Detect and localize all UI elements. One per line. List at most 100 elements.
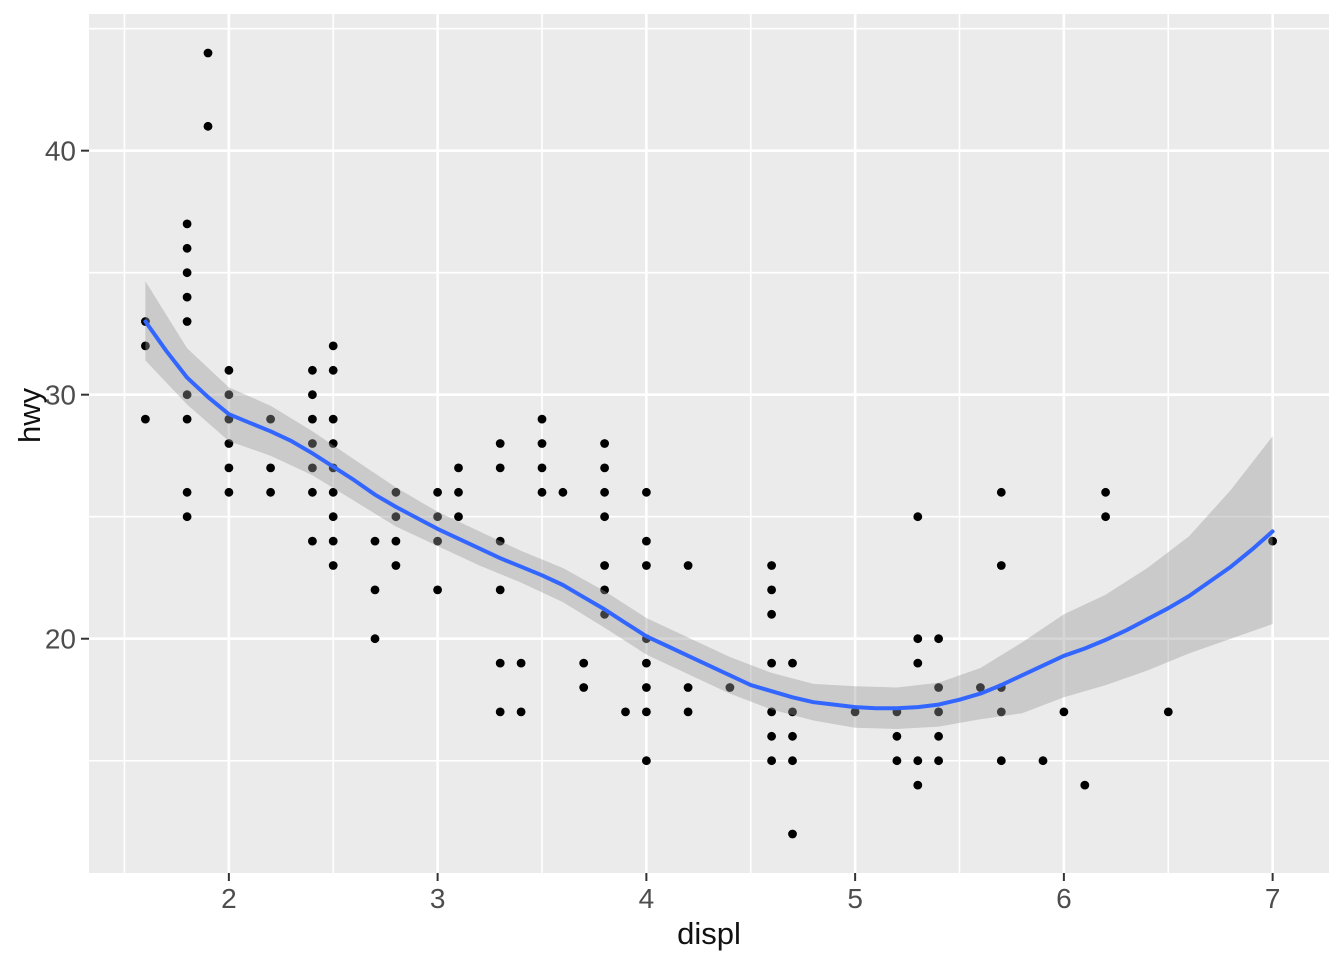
data-point bbox=[391, 487, 401, 497]
data-point bbox=[600, 512, 609, 522]
data-point bbox=[308, 414, 317, 424]
data-point bbox=[1101, 512, 1110, 522]
data-point bbox=[141, 341, 150, 351]
data-point bbox=[621, 707, 630, 717]
x-tick-label: 6 bbox=[1056, 883, 1072, 914]
y-tick-label: 20 bbox=[45, 624, 76, 655]
data-point bbox=[642, 756, 651, 766]
data-point bbox=[266, 463, 275, 473]
data-point bbox=[495, 585, 505, 595]
data-point bbox=[913, 780, 923, 790]
data-point bbox=[934, 707, 943, 717]
data-point bbox=[328, 365, 338, 375]
data-point bbox=[308, 463, 317, 473]
data-point bbox=[516, 658, 526, 668]
data-point bbox=[996, 561, 1006, 570]
data-point bbox=[182, 487, 192, 497]
data-point bbox=[224, 487, 234, 497]
data-point bbox=[182, 512, 192, 522]
data-point bbox=[308, 390, 317, 400]
data-point bbox=[892, 731, 902, 741]
data-point bbox=[600, 561, 609, 570]
data-point bbox=[308, 365, 317, 375]
data-point bbox=[788, 756, 797, 766]
x-tick-label: 5 bbox=[847, 883, 863, 914]
y-tick-label: 30 bbox=[45, 380, 76, 411]
data-point bbox=[328, 536, 338, 546]
data-point bbox=[308, 536, 317, 546]
data-point bbox=[996, 487, 1006, 497]
data-point bbox=[454, 463, 463, 473]
data-point bbox=[391, 561, 401, 570]
data-point bbox=[182, 414, 192, 424]
data-point bbox=[976, 683, 985, 692]
data-point bbox=[683, 561, 693, 570]
smooth-line bbox=[143, 319, 1275, 711]
x-tick-label: 2 bbox=[221, 883, 237, 914]
data-point bbox=[642, 561, 651, 570]
data-point bbox=[996, 756, 1006, 766]
data-point bbox=[182, 219, 192, 229]
data-point bbox=[913, 634, 923, 644]
data-point bbox=[1059, 707, 1069, 717]
data-point bbox=[788, 829, 797, 839]
data-point bbox=[600, 463, 609, 473]
data-point bbox=[767, 707, 776, 717]
data-point bbox=[433, 512, 442, 522]
data-point bbox=[642, 487, 651, 497]
data-point bbox=[537, 414, 547, 424]
y-tick-label: 40 bbox=[45, 136, 76, 167]
data-point bbox=[579, 658, 589, 668]
data-point bbox=[182, 268, 192, 278]
data-point bbox=[495, 439, 505, 448]
data-point bbox=[767, 658, 776, 668]
data-point bbox=[433, 487, 442, 497]
data-point bbox=[579, 683, 589, 692]
data-point bbox=[913, 512, 923, 522]
x-tick-label: 7 bbox=[1265, 883, 1281, 914]
data-point bbox=[788, 731, 797, 741]
data-point bbox=[913, 756, 923, 766]
data-point bbox=[1163, 707, 1173, 717]
data-point bbox=[558, 487, 568, 497]
data-point bbox=[767, 585, 776, 595]
data-point bbox=[224, 439, 234, 448]
data-point bbox=[642, 707, 651, 717]
data-point bbox=[495, 463, 505, 473]
data-point bbox=[996, 707, 1006, 717]
data-point bbox=[370, 536, 380, 546]
data-point bbox=[600, 585, 609, 595]
data-point bbox=[328, 414, 338, 424]
data-point bbox=[224, 463, 234, 473]
data-point bbox=[141, 414, 150, 424]
data-point bbox=[454, 512, 463, 522]
data-point bbox=[328, 341, 338, 351]
data-point bbox=[1268, 536, 1277, 546]
data-point bbox=[328, 439, 338, 448]
data-point bbox=[433, 536, 442, 546]
data-point bbox=[683, 707, 693, 717]
data-point bbox=[328, 512, 338, 522]
data-point bbox=[308, 439, 317, 448]
data-point bbox=[788, 707, 797, 717]
data-point bbox=[266, 414, 275, 424]
data-point bbox=[642, 683, 651, 692]
data-point bbox=[391, 536, 401, 546]
data-point bbox=[266, 487, 275, 497]
data-point bbox=[934, 756, 943, 766]
data-point bbox=[1038, 756, 1048, 766]
data-point bbox=[182, 390, 192, 400]
data-point bbox=[913, 658, 923, 668]
data-point bbox=[182, 317, 192, 326]
data-point bbox=[725, 683, 735, 692]
data-point bbox=[934, 731, 943, 741]
data-point bbox=[516, 707, 526, 717]
data-point bbox=[495, 658, 505, 668]
data-point bbox=[788, 658, 797, 668]
data-point bbox=[537, 463, 547, 473]
data-point bbox=[182, 292, 192, 302]
data-point bbox=[495, 707, 505, 717]
data-point bbox=[850, 707, 860, 717]
data-point bbox=[224, 365, 234, 375]
